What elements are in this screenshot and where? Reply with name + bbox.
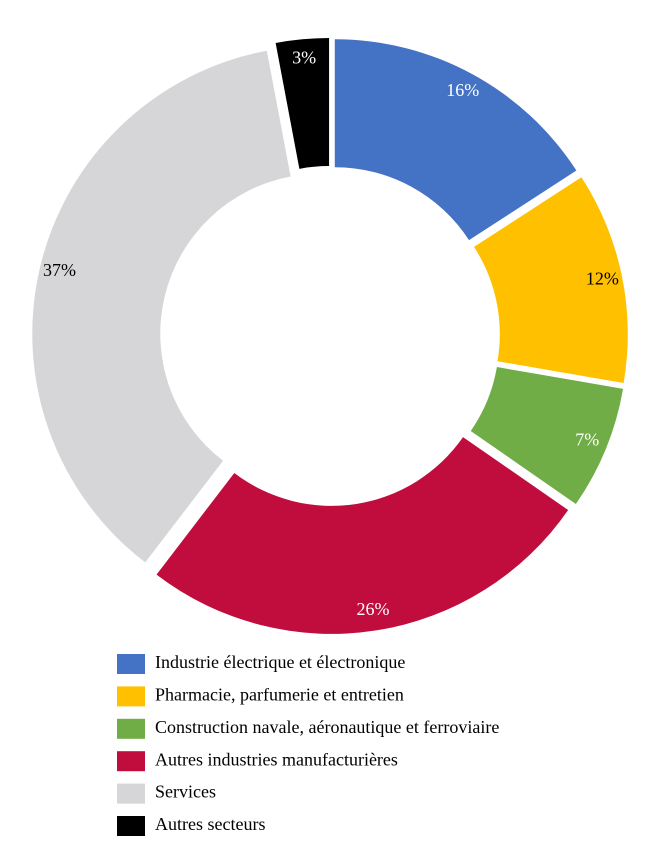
legend-swatch: [117, 783, 145, 804]
legend-swatch: [117, 718, 145, 739]
legend-label: Autres industries manufacturières: [155, 749, 398, 769]
legend-label: Construction navale, aéronautique et fer…: [155, 717, 499, 737]
legend-label: Pharmacie, parfumerie et entretien: [155, 685, 404, 705]
legend-swatch: [117, 751, 145, 772]
donut-segment: [474, 177, 628, 384]
legend-label: Autres secteurs: [155, 814, 265, 834]
donut-segment: [275, 38, 330, 169]
data-label: 7%: [575, 430, 599, 450]
donut-segment: [334, 39, 577, 241]
donut-segment: [470, 367, 624, 504]
donut-segment: [156, 437, 569, 634]
data-label: 3%: [292, 47, 316, 67]
legend-swatch: [117, 654, 145, 674]
legend-swatch: [117, 686, 145, 707]
data-label: 37%: [43, 260, 76, 280]
legend-label: Industrie électrique et électronique: [155, 652, 405, 672]
donut-segment: [32, 50, 291, 563]
legend-swatch: [117, 816, 145, 836]
data-label: 26%: [357, 599, 390, 619]
legend-label: Services: [155, 782, 216, 802]
data-label: 16%: [446, 80, 479, 100]
data-label: 12%: [586, 268, 619, 288]
